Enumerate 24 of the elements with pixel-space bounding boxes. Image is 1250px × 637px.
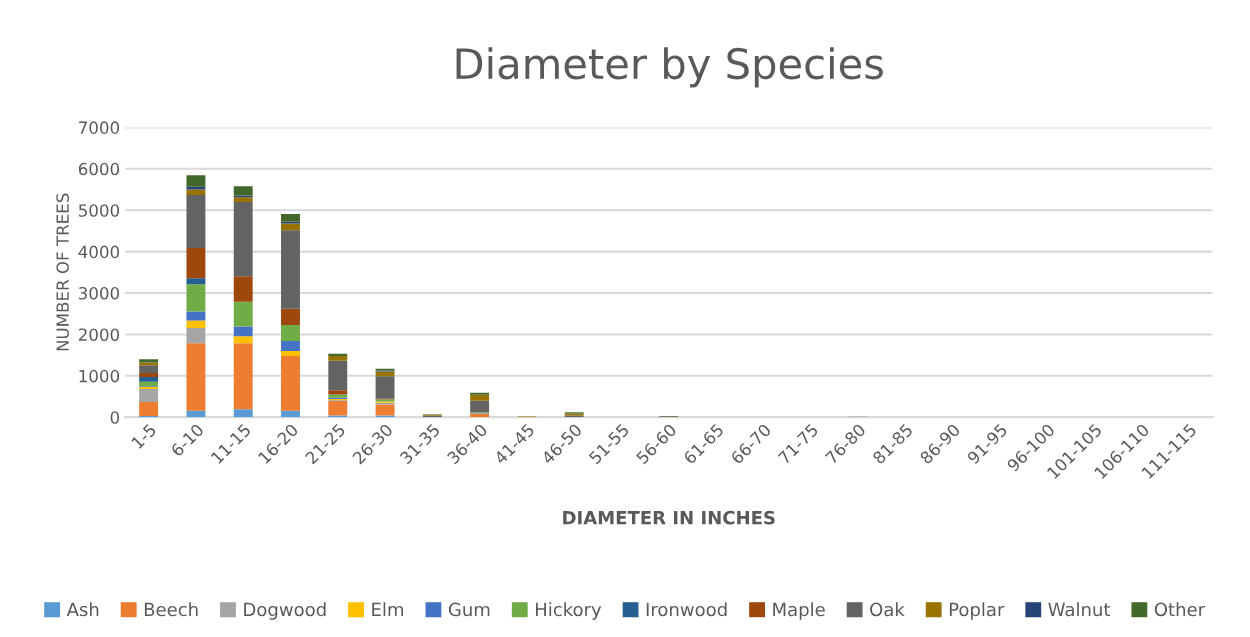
legend-label: Beech <box>144 602 198 617</box>
y-tick-label: 7000 <box>79 121 120 134</box>
y-tick-label: 2000 <box>78 328 120 341</box>
chart-title: Diameter by Species <box>456 47 883 88</box>
x-axis-title: DIAMETER IN INCHES <box>563 510 775 525</box>
x-tick-label: 1-5 <box>131 423 157 450</box>
legend-label: Elm <box>372 602 403 617</box>
y-tick-label: 4000 <box>78 245 120 259</box>
legend-label: Hickory <box>535 602 602 620</box>
y-tick-label: 3000 <box>78 286 120 300</box>
y-axis-title: NUMBER OF TREES <box>56 193 69 351</box>
legend-label: Maple <box>773 602 825 620</box>
y-tick-label: 1000 <box>79 369 120 383</box>
legend-label: Gum <box>448 602 490 617</box>
legend-label: Ironwood <box>646 602 727 617</box>
legend-label: Poplar <box>949 602 1005 620</box>
legend-label: Ash <box>66 602 99 617</box>
y-tick-label: 5000 <box>79 204 120 217</box>
y-tick-label: 0 <box>110 411 120 424</box>
y-tick-label: 6000 <box>78 162 120 176</box>
legend-label: Oak <box>870 602 905 617</box>
legend-label: Dogwood <box>244 602 326 620</box>
legend-label: Walnut <box>1048 602 1111 617</box>
legend-label: Other <box>1154 602 1206 617</box>
